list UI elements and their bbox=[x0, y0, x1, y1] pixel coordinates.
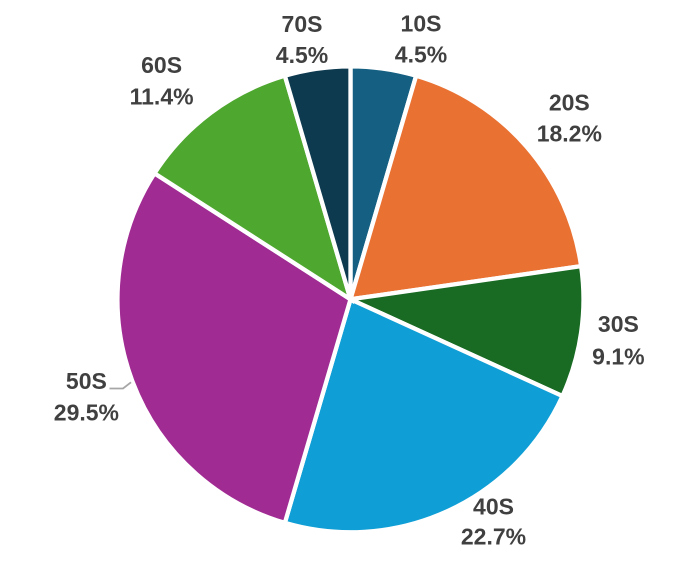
svg-text:18.2%: 18.2% bbox=[537, 120, 602, 146]
svg-text:50S: 50S bbox=[66, 368, 107, 394]
svg-text:4.5%: 4.5% bbox=[395, 41, 447, 67]
svg-text:20S: 20S bbox=[549, 90, 590, 116]
svg-text:30S: 30S bbox=[598, 311, 639, 337]
svg-text:60S: 60S bbox=[141, 52, 182, 78]
svg-text:4.5%: 4.5% bbox=[276, 42, 328, 68]
svg-text:70S: 70S bbox=[282, 11, 323, 37]
svg-text:29.5%: 29.5% bbox=[54, 399, 119, 425]
svg-text:11.4%: 11.4% bbox=[130, 84, 194, 110]
svg-text:10S: 10S bbox=[401, 10, 442, 36]
svg-text:22.7%: 22.7% bbox=[461, 523, 526, 549]
svg-text:9.1%: 9.1% bbox=[592, 343, 644, 369]
svg-text:40S: 40S bbox=[473, 494, 514, 520]
